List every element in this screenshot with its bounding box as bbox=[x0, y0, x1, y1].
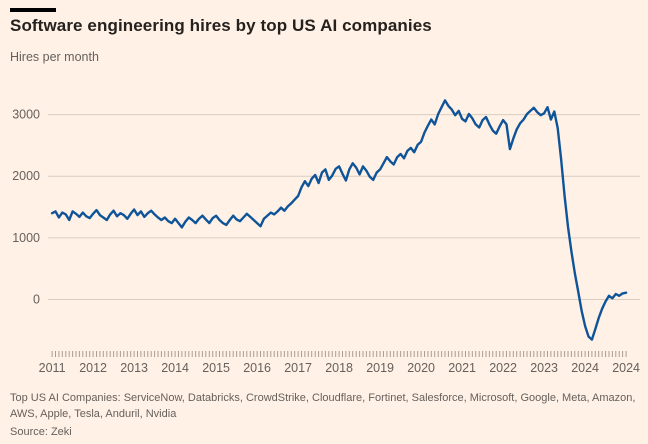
x-tick-label: 2022 bbox=[489, 361, 517, 375]
hires-line bbox=[50, 99, 628, 341]
x-tick-label: 2020 bbox=[407, 361, 435, 375]
y-tick-label: 1000 bbox=[12, 231, 40, 245]
footnote-source: Source: Zeki bbox=[10, 425, 72, 438]
x-tick-label: 2017 bbox=[284, 361, 312, 375]
y-tick-label: 0 bbox=[33, 293, 40, 307]
chart-subtitle: Hires per month bbox=[10, 50, 99, 64]
x-tick-label: 2021 bbox=[448, 361, 476, 375]
x-tick-label: 2016 bbox=[243, 361, 271, 375]
footnote-companies: Top US AI Companies: ServiceNow, Databri… bbox=[10, 392, 636, 420]
chart-footnotes: Top US AI Companies: ServiceNow, Databri… bbox=[10, 391, 640, 441]
x-tick-label: 2014 bbox=[161, 361, 189, 375]
y-tick-label: 2000 bbox=[12, 169, 40, 183]
x-tick-label: 2023 bbox=[530, 361, 558, 375]
chart-title: Software engineering hires by top US AI … bbox=[10, 16, 432, 35]
x-tick-label: 2011 bbox=[39, 361, 66, 375]
x-tick-label: 2024 bbox=[612, 361, 640, 375]
x-tick-label: 2012 bbox=[79, 361, 107, 375]
x-tick-label: 2015 bbox=[202, 361, 230, 375]
line-chart: 0 1000 2000 3000 2011 2012 2013 2014 2015 2016 201… bbox=[12, 99, 640, 375]
x-tick-label: 2013 bbox=[120, 361, 148, 375]
y-tick-label: 3000 bbox=[12, 108, 40, 122]
x-tick-label: 2019 bbox=[366, 361, 394, 375]
x-tick-label: 2024 bbox=[571, 361, 599, 375]
x-tick-label: 2018 bbox=[325, 361, 353, 375]
title-accent-bar bbox=[10, 8, 56, 12]
